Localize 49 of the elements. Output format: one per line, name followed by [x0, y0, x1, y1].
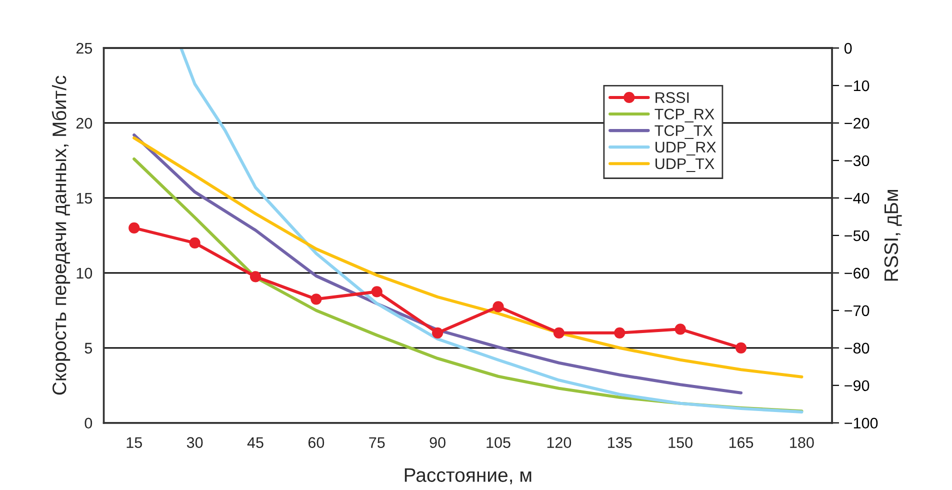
point: [189, 237, 200, 248]
y2-tick-label: −60: [844, 268, 870, 279]
line-series: [180, 48, 804, 414]
x-tick-label: 45: [247, 437, 264, 448]
point: [492, 301, 504, 312]
x-tick-label: 30: [186, 437, 203, 448]
y-axis-title: Скорость передачи данных, Мбит/с: [52, 76, 70, 395]
y-tick-label: 20: [76, 118, 92, 129]
y2-tick-label: −100: [844, 418, 878, 429]
x-tick-label: 90: [430, 437, 446, 448]
x-tick-label: 120: [547, 437, 572, 448]
point: [674, 324, 686, 335]
x-tick-label: 15: [126, 437, 142, 448]
y2-tick-label: −30: [844, 155, 870, 166]
point: [735, 342, 747, 354]
y2-tick-label: −70: [844, 305, 870, 316]
point: [250, 271, 262, 282]
x-tick-label: 165: [729, 437, 754, 448]
y-tick-label: 0: [84, 418, 92, 429]
legend-label: UDP_RX: [656, 142, 716, 156]
point: [310, 294, 322, 305]
point: [128, 222, 140, 234]
legend-label: UDP_TX: [656, 158, 714, 172]
x-tick-label: 105: [486, 437, 510, 448]
legend-label: TCP_RX: [654, 108, 714, 122]
y2-tick-label: −10: [844, 80, 870, 92]
x-tick-label: 180: [790, 437, 814, 448]
point: [553, 327, 564, 338]
x-axis-title: Расстояние, м: [404, 468, 532, 484]
y2-tick-label: −40: [844, 192, 870, 204]
y2-tick-label: −90: [844, 380, 870, 392]
legend-label: RSSI: [656, 92, 689, 103]
x-tick-label: 75: [369, 437, 385, 448]
y-tick-label: 25: [76, 42, 92, 54]
y2-tick-label: 0: [844, 42, 852, 54]
legend-label: TCP_TX: [654, 125, 713, 139]
x-tick-label: 135: [608, 437, 632, 448]
y2-tick-label: −20: [844, 118, 870, 129]
y2-axis-title: RSSI, дБм: [884, 190, 902, 281]
x-tick-label: 60: [308, 437, 324, 448]
y-tick-label: 5: [84, 342, 92, 354]
y-tick-label: 10: [76, 268, 92, 279]
y2-tick-label: −80: [844, 342, 870, 354]
point: [371, 286, 382, 298]
y-tick-label: 15: [76, 192, 92, 204]
point: [614, 327, 626, 338]
x-tick-label: 150: [668, 437, 692, 448]
point: [432, 327, 444, 338]
y2-tick-label: −50: [844, 230, 870, 242]
